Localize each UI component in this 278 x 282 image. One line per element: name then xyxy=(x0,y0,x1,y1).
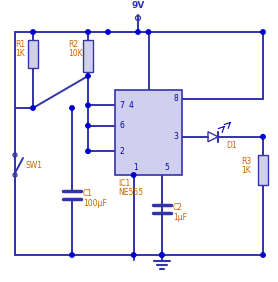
Circle shape xyxy=(261,30,265,34)
Circle shape xyxy=(160,253,164,257)
Text: R1: R1 xyxy=(15,40,25,49)
Circle shape xyxy=(31,106,35,110)
Text: 2: 2 xyxy=(119,147,124,156)
Bar xyxy=(115,90,182,175)
Circle shape xyxy=(86,74,90,78)
Circle shape xyxy=(31,30,35,34)
Text: 6: 6 xyxy=(119,121,124,130)
Text: D1: D1 xyxy=(226,141,237,150)
Circle shape xyxy=(131,253,136,257)
Text: 100μF: 100μF xyxy=(83,199,107,208)
Circle shape xyxy=(160,253,164,257)
Text: 7: 7 xyxy=(119,101,124,110)
Circle shape xyxy=(131,173,136,177)
Bar xyxy=(258,155,268,185)
Text: 1K: 1K xyxy=(241,166,251,175)
Text: 1μF: 1μF xyxy=(173,213,187,222)
Text: 1: 1 xyxy=(133,163,138,172)
Circle shape xyxy=(86,30,90,34)
Text: 4: 4 xyxy=(129,101,134,110)
Circle shape xyxy=(106,30,110,34)
Text: R2: R2 xyxy=(68,40,78,49)
Circle shape xyxy=(86,124,90,128)
Circle shape xyxy=(261,253,265,257)
Text: IC1: IC1 xyxy=(118,179,130,188)
Text: SW1: SW1 xyxy=(25,160,42,169)
Text: 10K: 10K xyxy=(68,49,83,58)
Text: NE555: NE555 xyxy=(118,188,143,197)
Text: 5: 5 xyxy=(164,163,169,172)
Text: 1K: 1K xyxy=(15,49,25,58)
Bar xyxy=(83,40,93,72)
Text: R3: R3 xyxy=(241,157,251,166)
Bar xyxy=(28,40,38,68)
Text: C1: C1 xyxy=(83,189,93,198)
Text: 9V: 9V xyxy=(131,1,145,10)
Text: 3: 3 xyxy=(173,132,178,141)
Text: C2: C2 xyxy=(173,203,183,212)
Circle shape xyxy=(146,30,151,34)
Circle shape xyxy=(70,106,74,110)
Circle shape xyxy=(261,135,265,139)
Circle shape xyxy=(136,30,140,34)
Circle shape xyxy=(86,103,90,107)
Circle shape xyxy=(70,253,74,257)
Circle shape xyxy=(86,149,90,153)
Text: 8: 8 xyxy=(173,94,178,103)
